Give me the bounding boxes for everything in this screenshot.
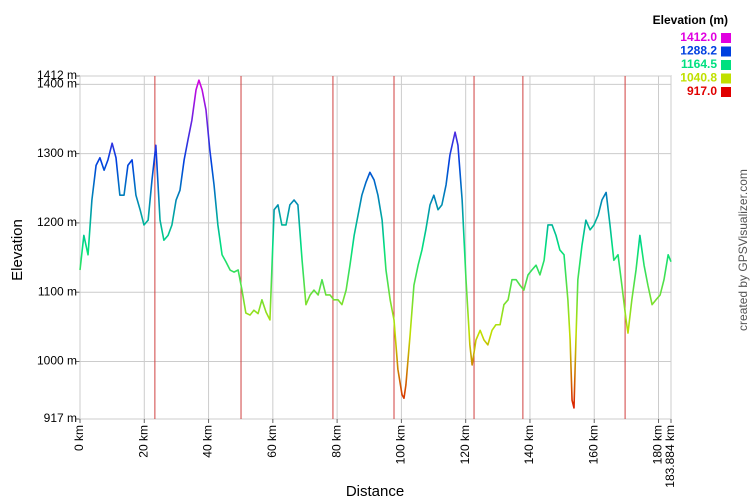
x-tick-label: 180 km	[651, 425, 665, 464]
x-tick-label: 120 km	[458, 425, 472, 464]
legend-swatch	[721, 46, 731, 57]
legend-swatch	[721, 73, 731, 84]
legend-label: 1040.8	[680, 71, 717, 85]
x-tick-label: 100 km	[394, 425, 408, 464]
y-tick-label: 1412 m	[37, 68, 77, 82]
legend-title: Elevation (m)	[653, 13, 728, 27]
x-tick-label: 183.884 km	[663, 425, 677, 488]
credit: created by GPSVisualizer.com	[736, 169, 750, 331]
y-tick-label: 1200 m	[37, 215, 77, 229]
legend-label: 1164.5	[681, 57, 717, 71]
x-axis-title: Distance	[346, 483, 404, 500]
legend-swatch	[721, 87, 731, 97]
elevation-line	[79, 79, 672, 409]
legend-swatch	[721, 60, 731, 70]
legend-swatch	[721, 33, 731, 43]
y-axis-title: Elevation	[9, 219, 26, 281]
y-tick-label: 1300 m	[37, 146, 77, 160]
x-tick-label: 140 km	[522, 425, 536, 464]
y-tick-label: 1100 m	[38, 284, 77, 298]
y-tick-label: 1400 m	[37, 76, 77, 90]
y-tick-label: 1000 m	[37, 354, 77, 368]
legend-label: 917.0	[687, 84, 717, 98]
legend-label: 1412.0	[680, 30, 717, 44]
y-tick-label: 917 m	[44, 411, 77, 425]
legend-label: 1288.2	[680, 44, 717, 58]
x-tick-label: 80 km	[329, 425, 343, 458]
x-tick-label: 60 km	[265, 425, 279, 458]
x-tick-label: 0 km	[72, 425, 86, 451]
x-tick-label: 20 km	[136, 425, 150, 458]
x-tick-label: 40 km	[201, 425, 215, 458]
x-tick-label: 160 km	[586, 425, 600, 464]
